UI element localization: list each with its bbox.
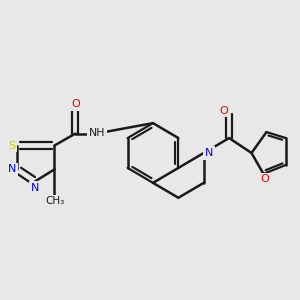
Text: O: O [219, 106, 228, 116]
Text: O: O [71, 99, 80, 109]
Text: O: O [260, 174, 269, 184]
Text: CH₃: CH₃ [45, 196, 65, 206]
Text: N: N [31, 183, 39, 193]
Text: S: S [8, 140, 15, 151]
Text: N: N [205, 148, 213, 158]
Text: N: N [8, 164, 16, 174]
Text: NH: NH [88, 128, 105, 138]
